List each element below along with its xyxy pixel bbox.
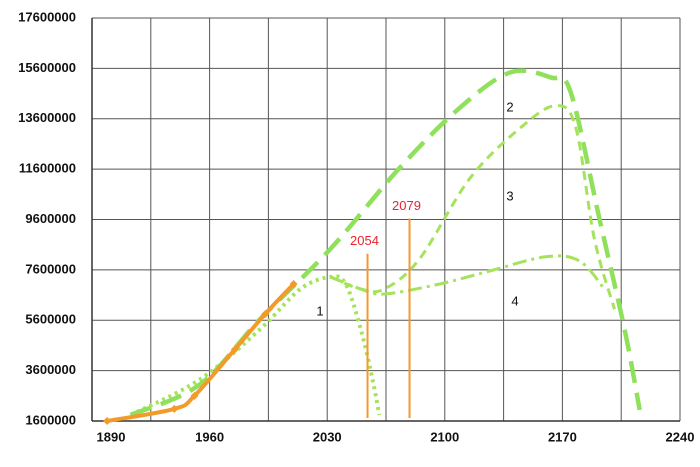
x-tick-label: 2030 [313,429,342,444]
historical-line [106,282,296,423]
event-label: 2054 [350,233,379,248]
series-line [329,104,616,310]
historical-point [230,345,239,354]
x-tick-label: 1890 [97,429,126,444]
y-tick-label: 17600000 [18,9,76,24]
series-line [129,68,642,418]
curve-label: 1 [316,303,323,318]
x-tick-label: 2240 [666,429,695,444]
y-tick-label: 15600000 [18,60,76,75]
historical-point [170,404,179,413]
historical-point [261,310,270,319]
series-line [129,274,382,417]
y-tick-label: 5600000 [25,312,76,327]
x-tick-label: 2100 [430,429,459,444]
historical-point [103,417,112,425]
curve-label: 4 [511,293,518,308]
series-line [330,254,606,296]
y-tick-label: 13600000 [18,110,76,125]
y-tick-label: 3600000 [25,362,76,377]
y-tick-label: 11600000 [19,161,76,176]
y-tick-label: 7600000 [25,261,76,276]
y-tick-label: 9600000 [25,211,76,226]
curve-label: 2 [506,99,513,114]
historical-point [190,391,199,400]
historical-point [289,279,298,288]
x-tick-label: 1960 [195,429,224,444]
curve-label: 3 [506,188,513,203]
y-tick-label: 1600000 [25,412,76,427]
event-label: 2079 [392,198,421,213]
x-tick-label: 2170 [548,429,577,444]
